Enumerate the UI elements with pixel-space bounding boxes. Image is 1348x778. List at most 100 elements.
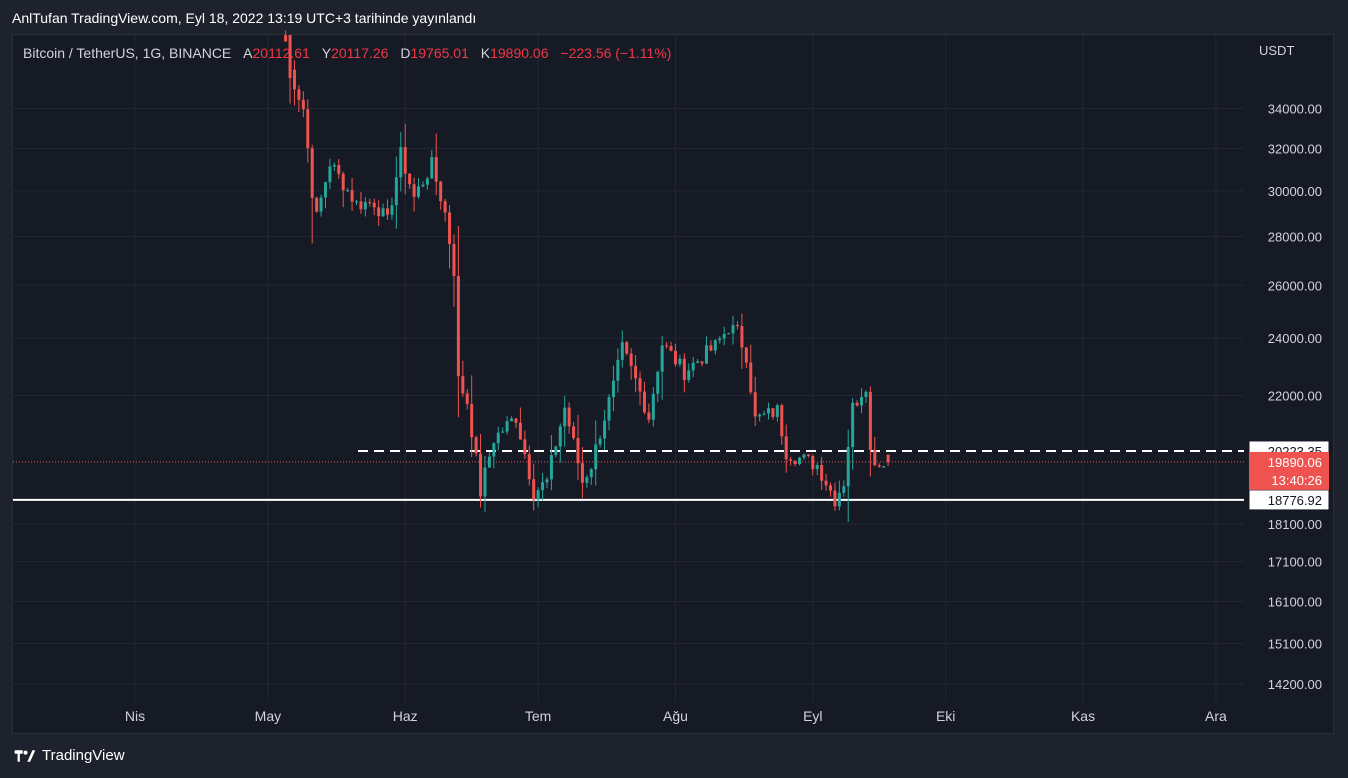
- candle-body: [315, 197, 319, 212]
- candle-body: [713, 340, 717, 351]
- candle-body: [877, 465, 881, 467]
- candle-body: [749, 362, 753, 393]
- candle-body: [580, 463, 584, 483]
- change-value: −223.56 (−1.11%): [560, 45, 672, 61]
- candle-body: [483, 467, 487, 497]
- candle-body: [727, 333, 731, 335]
- candle-body: [753, 392, 757, 417]
- candle-body: [696, 361, 700, 363]
- candle-body: [766, 408, 770, 414]
- last-price-label: 19890.06: [1268, 455, 1322, 470]
- currency-label: USDT: [1259, 43, 1295, 58]
- publish-caption: AnlTufan TradingView.com, Eyl 18, 2022 1…: [12, 10, 477, 26]
- candle-body: [864, 391, 868, 398]
- candle-body: [310, 148, 314, 198]
- candle-body: [390, 205, 394, 215]
- candle-body: [855, 402, 859, 406]
- candle-body: [811, 455, 815, 470]
- candle-body: [603, 420, 607, 439]
- candle-body: [775, 405, 779, 417]
- candle-body: [368, 202, 372, 204]
- y-tick-label: 30000.00: [1268, 184, 1322, 199]
- tradingview-logo[interactable]: TradingView: [12, 747, 125, 764]
- candle-body: [532, 479, 536, 500]
- x-tick-label: Eki: [936, 708, 955, 724]
- x-tick-label: Ara: [1205, 708, 1227, 724]
- candle-body: [762, 413, 766, 415]
- symbol-legend: Bitcoin / TetherUS, 1G, BINANCE A20112.6…: [23, 45, 671, 61]
- y-tick-label: 24000.00: [1268, 331, 1322, 346]
- candle-body: [731, 325, 735, 334]
- candle-body: [598, 438, 602, 445]
- candle-body: [430, 157, 434, 179]
- candle-body: [328, 166, 332, 183]
- candle-body: [798, 457, 801, 465]
- candle-body: [350, 190, 354, 202]
- candle-body: [394, 177, 398, 206]
- candle-body: [576, 438, 580, 464]
- candle-body: [549, 454, 553, 480]
- candle-body: [585, 477, 589, 483]
- candle-body: [359, 201, 363, 210]
- y-tick-label: 26000.00: [1268, 278, 1322, 293]
- candle-body: [744, 347, 748, 363]
- candle-body: [448, 212, 452, 244]
- candle-body: [288, 35, 292, 79]
- price-line-label: 18776.92: [1268, 493, 1322, 508]
- candle-body: [673, 350, 677, 365]
- candle-body: [771, 408, 775, 417]
- candle-body: [882, 466, 886, 468]
- candle-body: [563, 407, 567, 427]
- candle-body: [408, 173, 412, 185]
- candle-body: [412, 184, 416, 197]
- candle-body: [829, 485, 833, 491]
- high-label: Y: [321, 45, 332, 61]
- candle-body: [607, 397, 611, 421]
- candle-body: [660, 345, 664, 372]
- y-tick-label: 18100.00: [1268, 517, 1322, 532]
- open-value: 20112.61: [252, 45, 310, 61]
- low-label: D: [400, 45, 411, 61]
- candle-body: [886, 454, 890, 462]
- candle-body: [806, 454, 810, 456]
- candle-body: [709, 345, 713, 351]
- candle-body: [306, 109, 310, 149]
- candle-body: [656, 371, 660, 394]
- candle-body: [461, 376, 465, 394]
- y-tick-label: 16100.00: [1268, 594, 1322, 609]
- candle-body: [341, 173, 345, 191]
- candle-body: [434, 157, 438, 182]
- candle-body: [452, 243, 456, 276]
- candle-body: [527, 454, 531, 480]
- price-lines: [13, 449, 1244, 501]
- candle-body: [629, 353, 633, 366]
- candle-body: [740, 326, 744, 348]
- candle-body: [372, 202, 376, 208]
- candle-body: [572, 426, 576, 439]
- y-tick-label: 28000.00: [1268, 229, 1322, 244]
- candle-body: [523, 439, 527, 455]
- candle-body: [846, 446, 850, 487]
- candle-body: [780, 405, 784, 437]
- candle-body: [868, 391, 872, 450]
- y-tick-label: 22000.00: [1268, 388, 1322, 403]
- high-value: 20117.26: [331, 45, 389, 61]
- candle-body: [474, 437, 478, 454]
- close-value: 19890.06: [490, 45, 549, 61]
- x-tick-label: Eyl: [803, 708, 822, 724]
- candle-body: [784, 436, 788, 460]
- y-tick-label: 15100.00: [1268, 637, 1322, 652]
- candle-body: [501, 431, 505, 433]
- candle-body: [594, 444, 598, 470]
- candle-body: [443, 201, 447, 213]
- candle-body: [789, 459, 793, 461]
- candle-body: [381, 208, 385, 217]
- candle-body: [567, 407, 571, 427]
- candle-body: [802, 454, 806, 458]
- candle-body: [465, 393, 469, 404]
- candle-body: [824, 480, 828, 486]
- candle-body: [518, 422, 522, 440]
- candle-body: [665, 345, 669, 347]
- candle-body: [417, 186, 421, 197]
